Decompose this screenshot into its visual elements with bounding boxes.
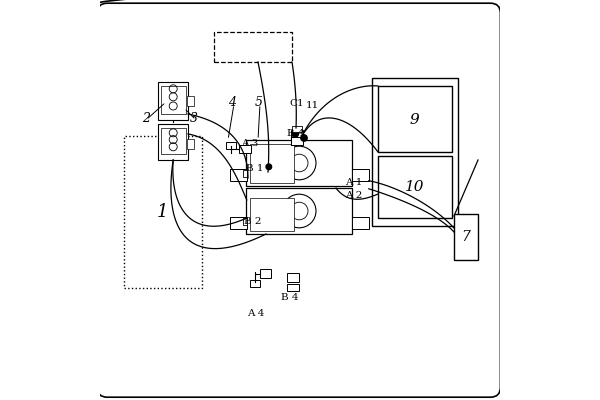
Bar: [124, 136, 202, 288]
Text: 9: 9: [410, 113, 419, 127]
Bar: [250, 280, 260, 287]
Bar: [230, 169, 247, 181]
Bar: [287, 273, 299, 282]
Bar: [243, 218, 247, 225]
Text: 3: 3: [190, 112, 198, 124]
Bar: [454, 214, 478, 260]
Bar: [243, 170, 247, 177]
Bar: [239, 145, 251, 153]
Bar: [250, 198, 294, 231]
Bar: [292, 126, 302, 132]
Text: A 2: A 2: [345, 192, 362, 200]
Text: A 1: A 1: [345, 178, 362, 187]
Text: 4: 4: [228, 96, 236, 108]
Bar: [187, 139, 194, 149]
Text: A 4: A 4: [247, 310, 265, 318]
Bar: [187, 96, 194, 106]
Bar: [260, 269, 271, 278]
Circle shape: [266, 164, 272, 170]
Bar: [291, 137, 303, 145]
Bar: [352, 217, 369, 229]
Bar: [372, 78, 458, 226]
Bar: [378, 156, 452, 218]
Bar: [378, 86, 452, 152]
Bar: [214, 32, 292, 62]
Bar: [161, 86, 185, 114]
Bar: [161, 128, 185, 154]
Text: C1: C1: [289, 99, 304, 108]
Bar: [246, 140, 352, 186]
Text: B 2: B 2: [244, 218, 262, 226]
Text: B 4: B 4: [281, 294, 299, 302]
Text: 5: 5: [255, 96, 263, 108]
FancyBboxPatch shape: [97, 3, 500, 397]
Bar: [230, 217, 247, 229]
Text: 2: 2: [142, 112, 150, 124]
Bar: [158, 124, 188, 160]
Bar: [246, 188, 352, 234]
Circle shape: [292, 131, 298, 137]
Text: 1: 1: [157, 203, 169, 221]
Text: B 1: B 1: [247, 164, 264, 172]
Text: 10: 10: [405, 180, 425, 194]
Bar: [226, 142, 236, 149]
Circle shape: [301, 135, 307, 141]
Bar: [158, 82, 188, 120]
Text: 11: 11: [305, 102, 319, 110]
Bar: [287, 284, 299, 291]
Bar: [352, 169, 369, 181]
Text: 7: 7: [461, 230, 470, 244]
Text: B 4: B 4: [287, 130, 305, 138]
Text: A 3: A 3: [241, 140, 259, 148]
Bar: [250, 144, 294, 183]
Bar: [291, 130, 303, 137]
